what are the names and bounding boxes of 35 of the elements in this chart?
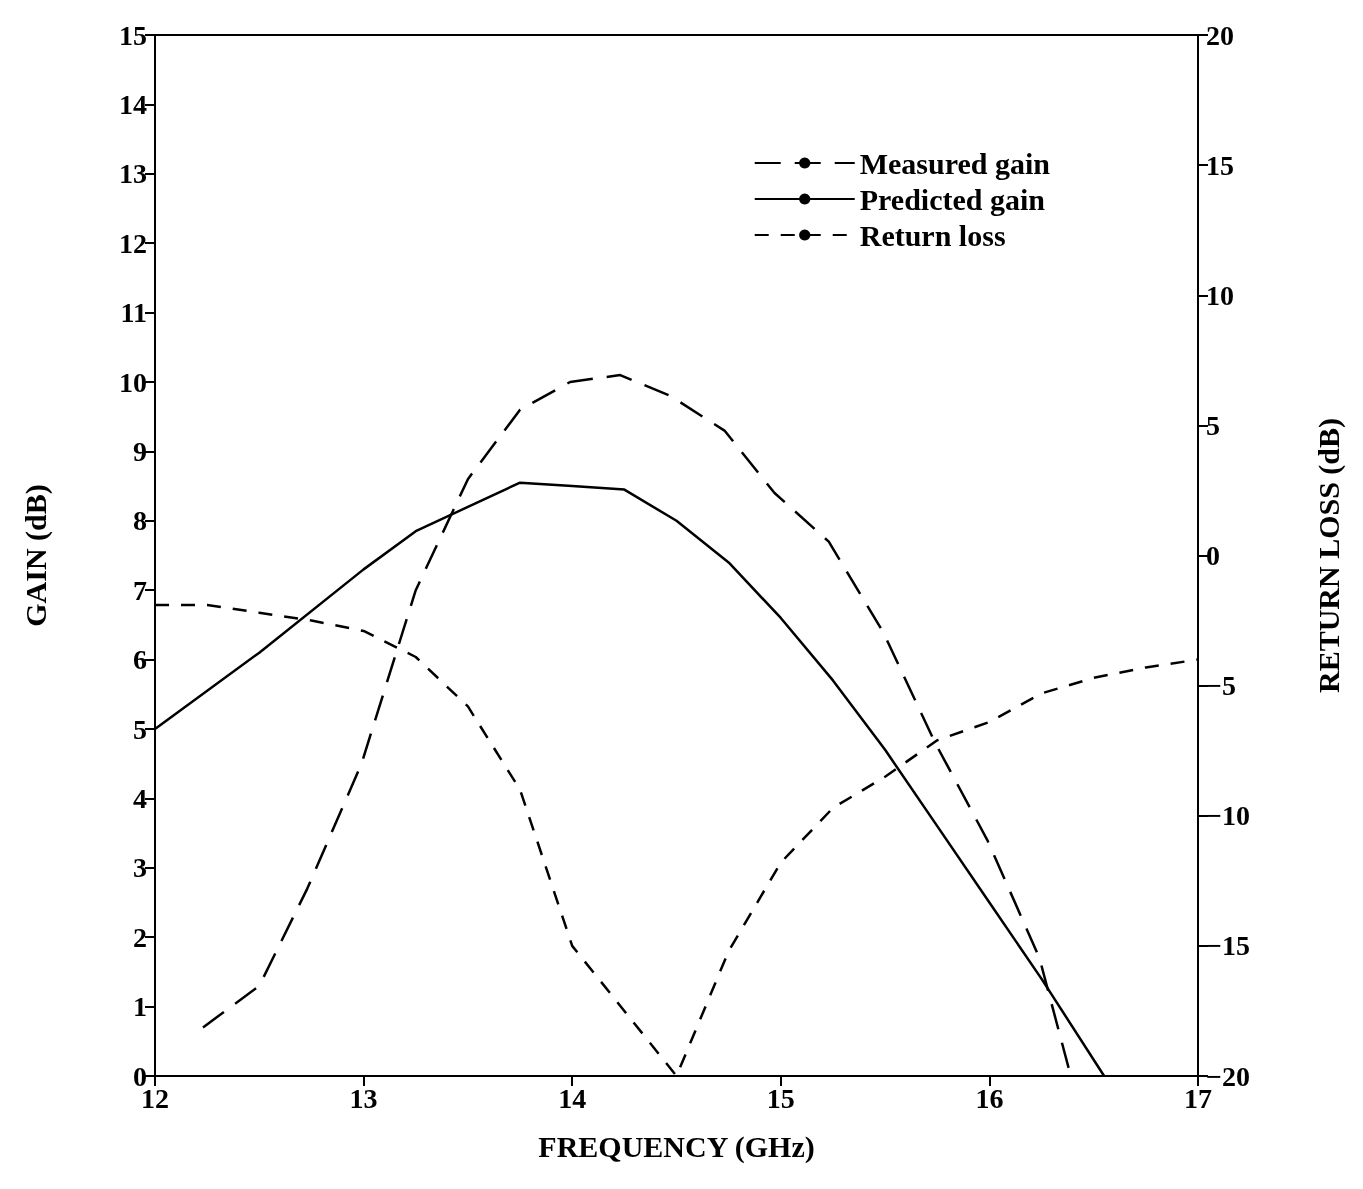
y-tick-label: 15 [119,19,147,51]
y2-tick-label: 5 [1206,409,1220,441]
y2-tick-label: −15 [1206,930,1250,962]
x-tick-label: 13 [349,1082,378,1114]
y-tick-label: 3 [133,852,147,884]
y-tick-label: 7 [133,574,147,606]
y-tick-label: 5 [133,713,147,745]
y2-tick-label: −10 [1206,800,1250,832]
y-tick-label: 8 [133,505,147,537]
legend-label: Predicted gain [859,182,1046,216]
x-axis-title: FREQUENCY (GHz) [538,1129,815,1164]
x-tick-label: 17 [1184,1082,1212,1114]
y2-tick-label: 0 [1206,540,1220,571]
y-tick-label: 14 [119,88,147,120]
y-tick-label: 6 [133,644,147,676]
y-tick-label: 10 [119,366,147,398]
y-tick-label: 2 [133,921,147,953]
x-tick-label: 16 [975,1082,1004,1114]
y-tick-label: 13 [119,158,147,190]
legend-label: Measured gain [859,146,1051,180]
x-tick-label: 15 [766,1082,795,1114]
y2-tick-label: 15 [1206,149,1234,181]
legend-label: Return loss [859,218,1006,252]
y-tick-label: 12 [119,227,147,259]
y-tick-label: 0 [133,1060,147,1092]
y2-tick-label: −5 [1206,670,1236,702]
x-tick-label: 14 [558,1082,587,1114]
y-tick-label: 1 [133,991,147,1023]
y-tick-label: 9 [133,435,147,467]
y2-tick-label: 10 [1206,279,1234,311]
y-tick-label: 11 [120,297,147,329]
y2-axis-title: RETURN LOSS (dB) [1311,417,1346,694]
y-tick-label: 4 [133,782,147,814]
y-axis-title: GAIN (dB) [18,484,53,627]
y2-tick-label: 20 [1206,19,1234,51]
